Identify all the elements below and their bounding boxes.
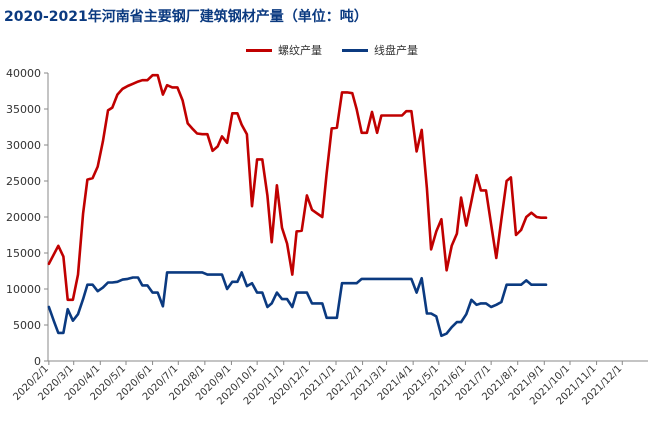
legend: 螺纹产量 线盘产量	[0, 42, 671, 58]
y-tick-label: 25000	[6, 175, 41, 188]
chart-title: 2020-2021年河南省主要钢厂建筑钢材产量（单位：吨）	[4, 9, 368, 25]
y-tick-label: 15000	[6, 247, 41, 260]
series-line-rebar	[47, 73, 548, 302]
legend-swatch-rebar	[246, 48, 272, 52]
y-tick-label: 30000	[6, 139, 41, 152]
y-tick-label: 5000	[13, 319, 41, 332]
legend-swatch-wire-rod	[342, 48, 368, 52]
legend-item-rebar: 螺纹产量	[246, 42, 322, 58]
y-tick-label: 35000	[6, 103, 41, 116]
y-tick-label: 10000	[6, 283, 41, 296]
y-tick-label: 20000	[6, 211, 41, 224]
y-tick-label: 40000	[6, 67, 41, 80]
series-line-wire-rod	[47, 271, 548, 338]
legend-label-rebar: 螺纹产量	[278, 44, 322, 57]
y-tick-label: 0	[34, 355, 41, 368]
legend-label-wire-rod: 线盘产量	[374, 44, 418, 57]
legend-item-wire-rod: 线盘产量	[342, 42, 418, 58]
